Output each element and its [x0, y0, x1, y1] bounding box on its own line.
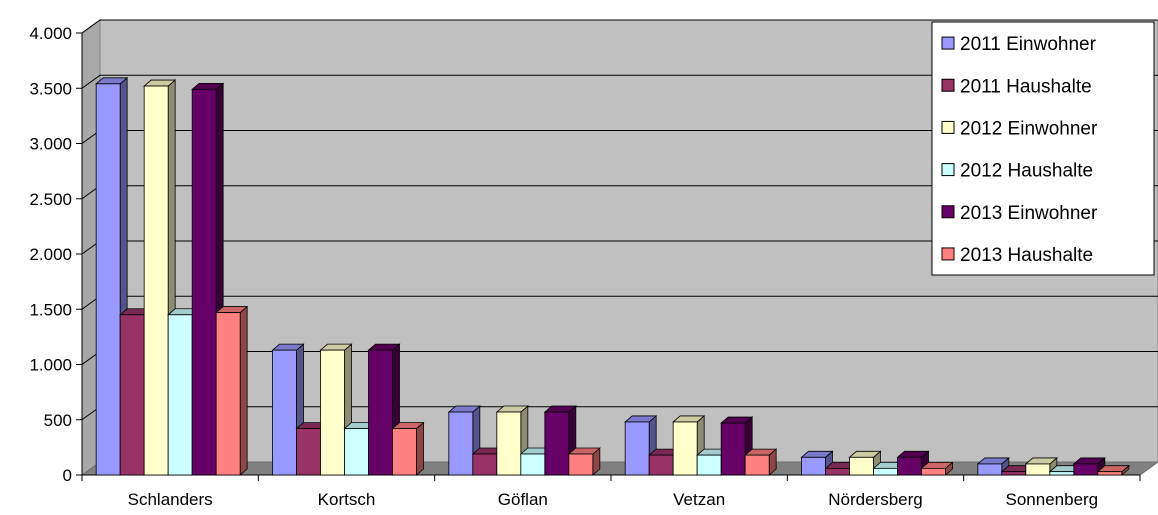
- y-tick-label: 3.500: [29, 79, 72, 98]
- legend-swatch: [941, 120, 955, 134]
- y-axis: 0 500 1.000 1.500 2.000 2.500 3.000 3.500 4.000: [29, 24, 83, 485]
- bar: [191, 82, 225, 476]
- y-tick-label: 3.000: [29, 135, 72, 154]
- legend-swatch: [941, 78, 955, 92]
- x-axis: Schlanders Kortsch Göflan Vetzan Nördersberg…: [81, 474, 1141, 509]
- category-label: Göflan: [498, 490, 548, 509]
- legend-swatch: [941, 36, 955, 50]
- legend: 2011 Einwohner 2011 Haushalte 2012 Einwohn…: [931, 21, 1155, 276]
- y-tick-label: 1.500: [29, 300, 72, 319]
- legend-swatch: [941, 247, 955, 261]
- legend-entry: 2012 Haushalte: [960, 161, 1093, 182]
- bars: [95, 76, 1130, 476]
- gridline: [81, 19, 1158, 34]
- bar: [744, 448, 778, 476]
- bar: [920, 461, 954, 476]
- bar: [1096, 464, 1130, 476]
- y-tick-label: 500: [44, 411, 72, 430]
- category-label: Kortsch: [318, 490, 376, 509]
- legend-swatch: [941, 163, 955, 177]
- y-tick-label: 1.000: [29, 356, 72, 375]
- legend-entry: 2011 Haushalte: [960, 76, 1092, 97]
- bar: [391, 421, 425, 476]
- y-tick-label: 4.000: [29, 24, 72, 43]
- bar: [848, 450, 882, 476]
- bar: [543, 405, 577, 476]
- y-tick-label: 2.500: [29, 190, 72, 209]
- legend-entry: 2012 Einwohner: [960, 118, 1098, 139]
- category-label: Vetzan: [673, 490, 725, 509]
- legend-box: [931, 21, 1155, 276]
- category-label: Sonnenberg: [1006, 490, 1099, 509]
- legend-entry: 2013 Haushalte: [960, 245, 1093, 266]
- bar: [567, 447, 601, 476]
- gridline: [81, 74, 1158, 89]
- category-label: Schlanders: [128, 490, 213, 509]
- y-tick-label: 0: [63, 466, 72, 485]
- bar: [215, 305, 249, 476]
- y-tick-label: 2.000: [29, 245, 72, 264]
- legend-entry: 2011 Einwohner: [960, 34, 1097, 55]
- category-label: Nördersberg: [828, 490, 923, 509]
- legend-entry: 2013 Einwohner: [960, 203, 1098, 224]
- legend-swatch: [941, 205, 955, 219]
